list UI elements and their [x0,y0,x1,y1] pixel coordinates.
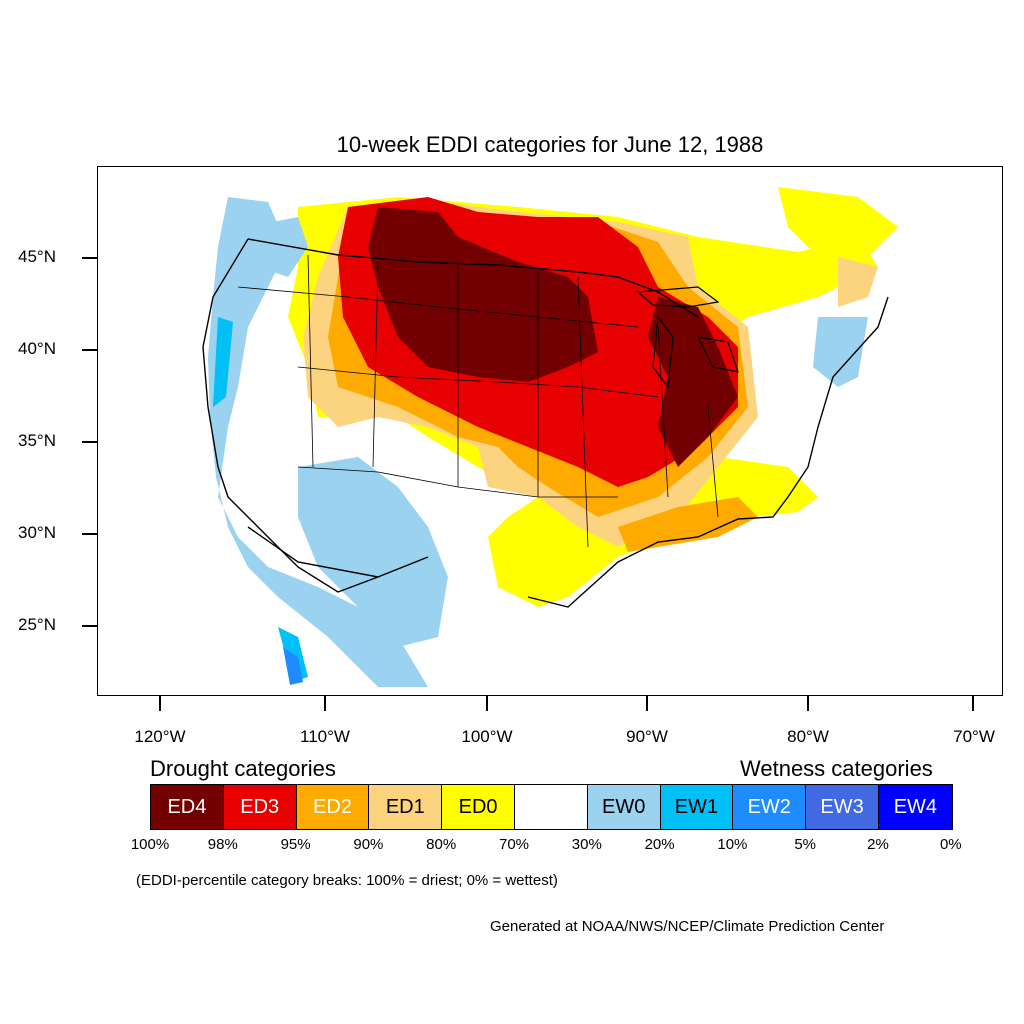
eddi-map-canvas [202,187,898,695]
lon-label-70: 70°W [953,727,995,746]
percentile-label: 5% [794,836,817,853]
percentile-label: 95% [280,836,311,853]
lat-tick [82,441,97,443]
legend-swatch-ew0: EW0 [587,785,661,829]
legend-swatch-ed1: ED1 [369,785,443,829]
legend-swatch-ed3: ED3 [223,785,297,829]
legend-swatch-neutral [514,785,588,829]
lon-tick [486,696,488,711]
map-title: 10-week EDDI categories for June 12, 198… [336,132,764,157]
lon-label-80: 80°W [787,727,829,746]
legend-swatch-ed0: ED0 [442,785,515,829]
state-lines [237,254,719,548]
lon-tick [159,696,161,711]
lat-tick [82,625,97,627]
lat-label-45: 45°N [18,247,56,266]
percentile-label: 0% [939,836,962,853]
legend-colorbar: ED4 ED3 ED2 ED1 ED0 EW0 EW1 EW2 EW3 EW4 [150,784,953,830]
percentile-label: 80% [426,836,457,853]
lat-tick [82,257,97,259]
legend-swatch-ed2: ED2 [296,785,370,829]
legend-swatch-ed4: ED4 [151,785,224,829]
boundaries [202,238,889,608]
lon-tick [324,696,326,711]
percentile-label: 20% [644,836,675,853]
lon-label-90: 90°W [626,727,668,746]
credit-line: Generated at NOAA/NWS/NCEP/Climate Predi… [490,918,885,935]
ew0-regions [208,197,868,687]
lon-label-100: 100°W [461,727,513,746]
legend-note: (EDDI-percentile category breaks: 100% =… [136,872,558,889]
lon-label-110: 110°W [300,727,350,746]
legend-swatch-ew3: EW3 [806,785,879,829]
lat-label-30: 30°N [18,523,56,542]
great-lakes [636,286,739,389]
percentile-label: 100% [130,836,170,853]
percentile-label: 10% [717,836,748,853]
ed4-regions [368,207,738,467]
percentile-label: 70% [498,836,530,853]
lon-tick [807,696,809,711]
lon-label-120: 120°W [134,727,186,746]
lon-tick [646,696,648,711]
wetness-heading: Wetness categories [740,756,933,781]
ew2-regions [283,647,303,685]
lon-tick [972,696,974,711]
percentile-label: 98% [207,836,238,853]
lat-tick [82,349,97,351]
legend-swatch-ew4: EW4 [878,785,952,829]
drought-heading: Drought categories [150,756,336,781]
lat-label-25: 25°N [18,615,56,634]
legend-swatch-ew1: EW1 [660,785,734,829]
lat-label-35: 35°N [18,431,56,450]
lat-label-40: 40°N [18,339,56,358]
lat-tick [82,533,97,535]
eddi-map [97,166,1003,696]
legend-swatch-ew2: EW2 [733,785,807,829]
percentile-label: 2% [867,836,889,853]
percentile-label: 30% [571,836,602,853]
percentile-label: 90% [353,836,384,853]
